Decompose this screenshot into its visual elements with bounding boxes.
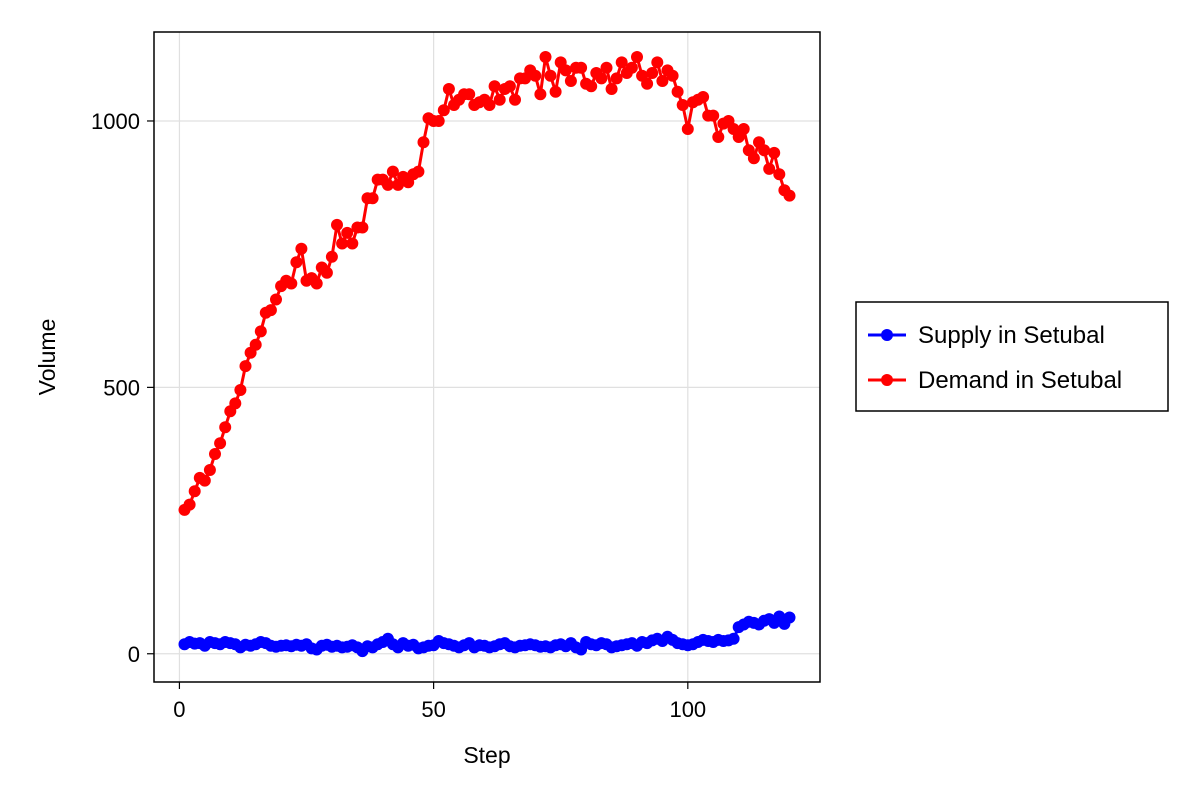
data-point-demand	[666, 69, 679, 82]
series-supply	[178, 610, 796, 658]
data-point-demand	[681, 123, 694, 135]
y-tick-label: 500	[103, 375, 140, 400]
data-point-demand	[219, 421, 232, 434]
data-point-demand	[564, 75, 577, 87]
x-tick-label: 100	[669, 697, 706, 722]
data-point-demand	[203, 464, 216, 476]
data-point-demand	[483, 99, 496, 111]
data-point-demand	[595, 72, 608, 85]
data-point-demand	[559, 64, 572, 77]
data-point-supply	[727, 632, 740, 645]
data-point-demand	[534, 88, 547, 101]
data-point-demand	[712, 131, 725, 143]
plot-frame	[153, 31, 821, 683]
data-point-demand	[625, 61, 638, 74]
y-tick-label: 0	[128, 642, 140, 667]
data-point-demand	[234, 384, 247, 396]
data-point-demand	[437, 104, 450, 117]
legend-label-demand: Demand in Setubal	[918, 367, 1122, 394]
data-point-demand	[509, 93, 521, 106]
x-axis-title: Step	[463, 742, 510, 768]
legend-item-supply: Supply in Setubal	[868, 322, 1105, 349]
data-point-demand	[463, 88, 476, 101]
data-point-demand	[697, 91, 710, 103]
data-point-demand	[529, 69, 542, 82]
x-tick-label: 0	[173, 697, 185, 722]
y-tick-label: 1000	[91, 109, 140, 134]
data-point-demand	[539, 51, 552, 63]
y-axis-ticks: 0 500 1000	[91, 109, 154, 667]
data-point-demand	[758, 144, 771, 157]
data-point-demand	[381, 178, 394, 191]
data-point-demand	[605, 83, 618, 95]
data-point-demand	[671, 85, 684, 98]
data-point-demand	[737, 123, 750, 135]
data-point-supply	[783, 611, 796, 624]
data-point-demand	[346, 237, 359, 250]
data-point-demand	[290, 256, 303, 269]
data-point-demand	[270, 293, 282, 306]
data-point-demand	[768, 146, 781, 159]
data-point-demand	[488, 80, 501, 93]
data-point-demand	[600, 61, 613, 74]
data-point-demand	[183, 498, 196, 511]
data-point-demand	[366, 192, 379, 205]
legend-label-supply: Supply in Setubal	[918, 322, 1105, 349]
data-point-demand	[320, 266, 333, 279]
data-point-demand	[641, 77, 654, 90]
data-point-demand	[336, 237, 349, 250]
data-point-demand	[656, 75, 669, 87]
data-point-demand	[356, 221, 369, 234]
data-point-demand	[325, 250, 338, 263]
data-point-demand	[763, 162, 776, 175]
data-point-demand	[783, 189, 796, 202]
data-point-demand	[503, 80, 516, 93]
data-point-demand	[610, 72, 623, 85]
data-point-demand	[209, 448, 221, 460]
data-point-demand	[229, 397, 242, 410]
series-demand	[178, 51, 796, 516]
data-point-demand	[310, 277, 323, 290]
data-point-demand	[249, 338, 262, 351]
data-point-demand	[188, 485, 201, 498]
data-point-demand	[412, 165, 425, 178]
x-axis-ticks: 0 50 100	[173, 682, 706, 722]
data-point-demand	[417, 136, 430, 149]
series-layer	[178, 51, 796, 658]
data-point-demand	[331, 218, 343, 231]
data-point-demand	[386, 165, 399, 178]
data-point-demand	[544, 69, 557, 82]
y-axis-title: Volume	[34, 319, 60, 396]
data-point-demand	[631, 51, 643, 63]
data-point-demand	[615, 56, 628, 69]
legend-marker-demand	[881, 374, 893, 386]
data-point-demand	[432, 115, 445, 127]
data-point-demand	[254, 325, 267, 338]
data-point-demand	[442, 83, 455, 95]
data-point-demand	[707, 109, 720, 122]
data-point-demand	[285, 277, 298, 290]
data-point-demand	[198, 474, 211, 487]
legend-marker-supply	[881, 329, 893, 341]
data-point-demand	[651, 56, 664, 69]
data-point-demand	[585, 80, 598, 93]
data-point-demand	[747, 152, 760, 165]
data-point-demand	[239, 360, 252, 373]
legend-item-demand: Demand in Setubal	[868, 367, 1122, 394]
data-point-demand	[646, 67, 659, 79]
legend-box	[855, 301, 1169, 412]
data-point-demand	[295, 242, 308, 255]
data-point-demand	[549, 85, 562, 98]
data-point-demand	[341, 226, 354, 239]
data-point-demand	[493, 93, 506, 106]
data-point-demand	[676, 99, 689, 111]
data-point-demand	[575, 61, 588, 74]
data-point-demand	[214, 437, 227, 450]
x-tick-label: 50	[421, 697, 445, 722]
data-point-demand	[773, 168, 786, 181]
data-point-demand	[264, 304, 277, 317]
legend: Supply in Setubal Demand in Setubal	[855, 301, 1169, 412]
